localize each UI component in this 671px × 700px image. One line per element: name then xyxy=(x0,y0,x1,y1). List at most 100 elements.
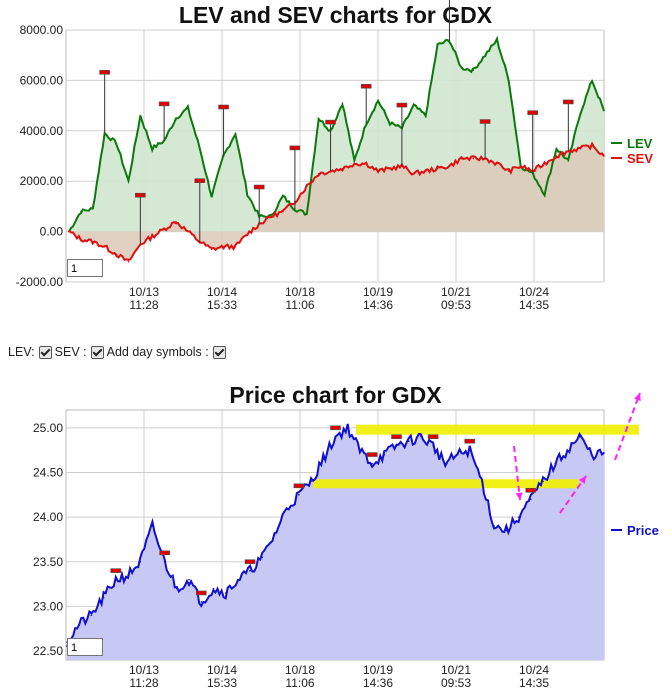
day-symbols-checkbox[interactable] xyxy=(212,345,226,359)
price-x-tick-date: 10/24 xyxy=(519,663,549,677)
price-point xyxy=(456,453,459,456)
sev-point xyxy=(519,165,522,167)
lev-sev-y-tick-label: -2000.00 xyxy=(16,275,64,289)
lev-point xyxy=(187,107,189,109)
sev-point xyxy=(175,220,177,223)
day-marker xyxy=(527,110,538,115)
price-y-tick-label: 24.50 xyxy=(33,466,63,480)
price-point xyxy=(505,529,508,532)
price-y-tick-label: 25.00 xyxy=(33,421,63,435)
lev-sev-x-tick-date: 10/14 xyxy=(207,285,237,299)
day-marker xyxy=(366,452,378,457)
lev-sev-x-tick-time: 11:28 xyxy=(129,298,158,312)
price-point xyxy=(163,560,166,563)
lev-point xyxy=(460,67,463,69)
sev-point xyxy=(115,253,118,256)
price-point xyxy=(298,494,300,496)
lev-point xyxy=(603,109,605,112)
lev-point xyxy=(567,160,570,162)
price-x-tick-time: 11:06 xyxy=(285,676,314,690)
price-point xyxy=(237,578,239,581)
price-point xyxy=(529,498,532,501)
sev-point xyxy=(389,167,391,170)
lev-point xyxy=(305,213,308,215)
sev-point xyxy=(579,147,582,150)
lev-point xyxy=(246,193,249,195)
price-point xyxy=(261,556,264,559)
price-point xyxy=(481,480,483,483)
sev-point xyxy=(163,228,165,230)
trend-arrow-head xyxy=(634,393,641,401)
lev-sev-input[interactable]: 1 xyxy=(67,259,103,277)
price-y-tick-label: 24.00 xyxy=(33,510,63,524)
sev-point xyxy=(412,172,415,175)
price-point xyxy=(444,462,447,465)
day-marker xyxy=(253,184,265,190)
lev-sev-x-tick-date: 10/19 xyxy=(363,285,393,299)
lev-point xyxy=(412,104,415,107)
lev-sev-chart: 8000.00 6000.00 4000.00 2000.00 0.00 -2000.00… xyxy=(16,0,653,312)
day-marker xyxy=(244,559,256,565)
trend-arrow-head xyxy=(515,492,523,500)
sev-point xyxy=(472,157,475,160)
price-x-tick-date: 10/19 xyxy=(363,663,393,677)
day-marker xyxy=(360,83,372,89)
day-marker xyxy=(293,483,305,489)
price-point xyxy=(590,453,593,456)
lev-point xyxy=(234,132,237,135)
price-y-tick-label: 22.50 xyxy=(33,644,63,658)
day-marker xyxy=(563,99,574,105)
day-marker xyxy=(99,70,110,75)
sev-point xyxy=(103,245,106,248)
sev-point xyxy=(460,157,463,160)
price-point xyxy=(542,480,544,483)
sev-point xyxy=(80,238,82,240)
day-symbols-label: Add day symbols : xyxy=(106,345,209,359)
trend-arrow xyxy=(513,445,521,501)
lev-sev-y-tick-label: 8000.00 xyxy=(20,23,64,37)
price-y-tick-label: 23.50 xyxy=(33,555,63,569)
price-input[interactable]: 1 xyxy=(67,638,103,656)
price-point xyxy=(200,601,203,603)
lev-line xyxy=(68,35,605,233)
trend-arrow-head xyxy=(579,476,586,484)
price-y-tick-label: 23.00 xyxy=(33,599,63,613)
sev-point xyxy=(210,248,213,251)
lev-sev-y-tick-label: 4000.00 xyxy=(20,124,64,138)
lev-sev-x-tick-date: 10/18 xyxy=(285,285,315,299)
price-chart-title: Price chart for GDX xyxy=(229,382,442,408)
sev-point xyxy=(603,155,605,157)
lev-point xyxy=(210,195,213,198)
lev-point xyxy=(484,54,486,56)
day-marker xyxy=(325,119,336,125)
price-point xyxy=(102,596,105,599)
lev-point xyxy=(317,117,320,119)
price-point xyxy=(224,592,227,594)
day-marker xyxy=(479,119,491,124)
price-point xyxy=(322,458,325,460)
day-marker xyxy=(218,104,229,110)
sev-point xyxy=(508,170,510,172)
price-x-tick-date: 10/21 xyxy=(441,663,471,677)
price-point xyxy=(188,578,190,581)
day-marker xyxy=(525,487,537,493)
lev-sev-y-tick-label: 2000.00 xyxy=(20,174,64,188)
sev-point xyxy=(151,235,154,238)
lev-sev-chart-title: LEV and SEV charts for GDX xyxy=(178,2,493,28)
sev-point xyxy=(282,210,284,213)
day-marker xyxy=(330,425,341,431)
lev-point xyxy=(151,147,154,150)
lev-point xyxy=(424,114,427,117)
sev-checkbox[interactable] xyxy=(90,345,104,359)
price-point xyxy=(176,587,178,590)
price-point xyxy=(432,444,434,447)
trend-arrow xyxy=(614,392,641,461)
lev-point xyxy=(508,79,510,82)
day-marker xyxy=(194,178,206,183)
sev-area xyxy=(69,143,604,260)
lev-checkbox[interactable] xyxy=(38,345,52,359)
price-point xyxy=(249,569,251,572)
sev-point xyxy=(377,170,379,172)
sev-point xyxy=(353,162,356,165)
